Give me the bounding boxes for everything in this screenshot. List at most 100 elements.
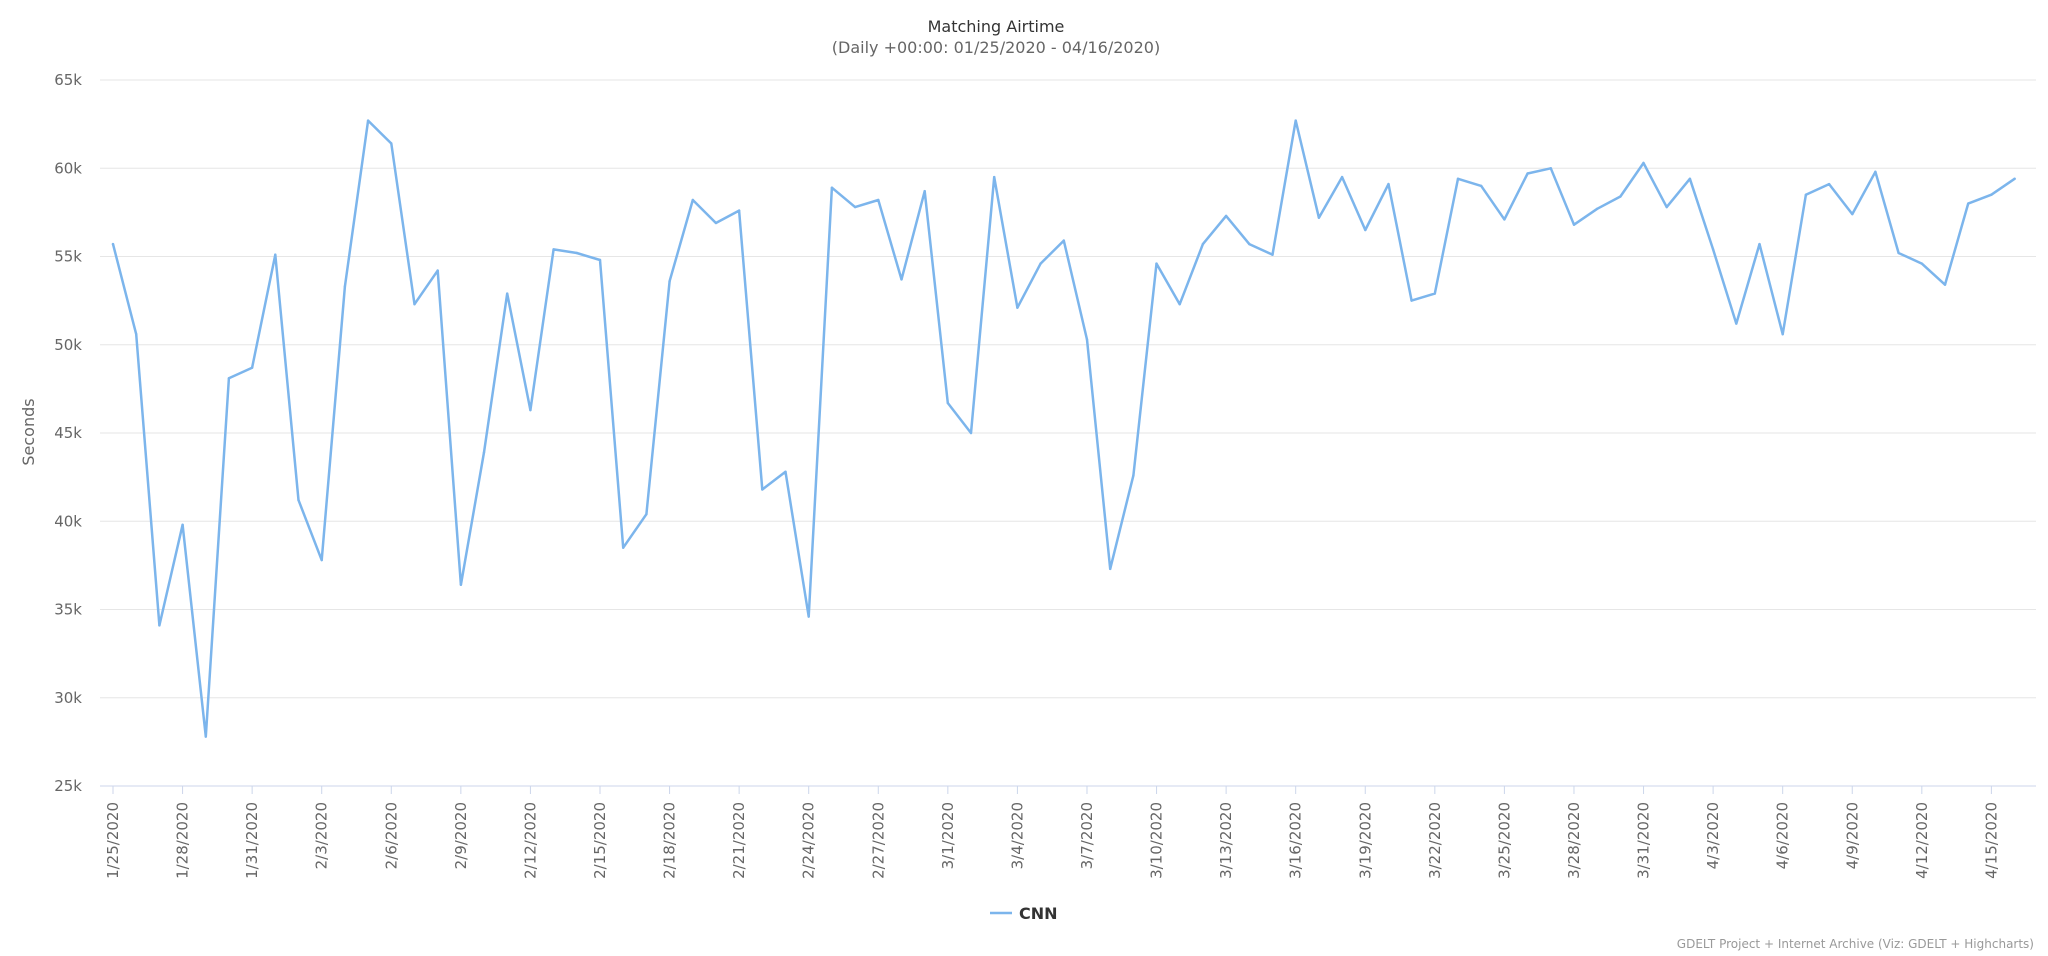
data-point[interactable] <box>668 280 671 283</box>
data-point[interactable] <box>1711 248 1715 251</box>
data-point[interactable] <box>1039 262 1042 265</box>
data-point[interactable] <box>1827 182 1831 186</box>
data-point[interactable] <box>1920 262 1924 265</box>
data-point[interactable] <box>390 142 393 145</box>
data-point[interactable] <box>1967 202 1970 205</box>
data-point[interactable] <box>366 119 370 122</box>
data-point[interactable] <box>343 285 347 288</box>
data-point[interactable] <box>1804 193 1808 196</box>
data-point[interactable] <box>761 488 764 491</box>
x-tick-label: 2/3/2020 <box>313 802 331 869</box>
data-point[interactable] <box>529 408 532 412</box>
data-point[interactable] <box>1503 218 1506 221</box>
data-point[interactable] <box>158 624 161 627</box>
x-tick-label: 2/9/2020 <box>452 802 470 869</box>
data-point[interactable] <box>482 451 486 454</box>
data-point[interactable] <box>204 735 207 738</box>
data-point[interactable] <box>135 333 138 336</box>
data-point[interactable] <box>575 251 578 255</box>
data-point[interactable] <box>2013 177 2016 180</box>
data-point[interactable] <box>622 546 625 549</box>
data-point[interactable] <box>436 269 439 272</box>
data-point[interactable] <box>1201 242 1205 246</box>
data-point[interactable] <box>900 278 903 281</box>
series-line-cnn[interactable] <box>111 119 2016 738</box>
x-tick-label: 1/31/2020 <box>243 802 261 879</box>
x-tick-label: 3/10/2020 <box>1148 802 1166 879</box>
data-point[interactable] <box>1155 262 1158 265</box>
data-point[interactable] <box>459 583 463 586</box>
data-point[interactable] <box>1642 161 1645 165</box>
x-tick-label: 1/25/2020 <box>104 802 122 879</box>
data-point[interactable] <box>1387 182 1390 186</box>
data-point[interactable] <box>853 205 857 209</box>
data-point[interactable] <box>807 615 810 618</box>
data-point[interactable] <box>1549 167 1553 170</box>
data-point[interactable] <box>993 175 996 179</box>
data-point[interactable] <box>1781 333 1784 336</box>
y-tick-label: 25k <box>54 777 82 795</box>
data-point[interactable] <box>320 558 323 562</box>
credits-link[interactable]: GDELT Project + Internet Archive (Viz: G… <box>1677 937 2034 951</box>
x-tick-label: 2/6/2020 <box>382 802 400 869</box>
data-point[interactable] <box>737 209 741 212</box>
data-point[interactable] <box>250 366 254 369</box>
data-point[interactable] <box>297 498 300 502</box>
data-point[interactable] <box>506 292 509 295</box>
y-tick-label: 30k <box>54 689 82 707</box>
data-point[interactable] <box>1271 253 1274 256</box>
data-point[interactable] <box>1758 242 1761 246</box>
data-point[interactable] <box>1317 216 1321 219</box>
data-point[interactable] <box>830 186 834 189</box>
data-point[interactable] <box>1178 303 1181 306</box>
data-point[interactable] <box>1665 205 1668 209</box>
data-point[interactable] <box>1596 207 1599 210</box>
x-tick-label: 4/9/2020 <box>1843 802 1861 869</box>
y-axis-tick-labels: 25k 30k 35k 40k 45k 50k 55k 60k 65k <box>54 71 82 795</box>
data-point[interactable] <box>181 523 184 526</box>
x-tick-label: 3/7/2020 <box>1078 802 1096 869</box>
data-point[interactable] <box>111 242 115 246</box>
data-point[interactable] <box>1085 338 1089 341</box>
y-gridlines <box>100 79 2036 699</box>
data-point[interactable] <box>1410 299 1413 302</box>
data-point[interactable] <box>1132 474 1135 477</box>
data-point[interactable] <box>1735 322 1738 325</box>
data-point[interactable] <box>1456 177 1460 180</box>
data-point[interactable] <box>552 248 555 251</box>
data-point[interactable] <box>1248 242 1251 246</box>
data-point[interactable] <box>598 258 602 262</box>
data-point[interactable] <box>1851 212 1854 216</box>
data-point[interactable] <box>1364 228 1367 232</box>
data-point[interactable] <box>923 190 926 193</box>
legend-item-cnn[interactable]: CNN <box>1019 904 1058 923</box>
data-point[interactable] <box>714 221 718 225</box>
x-tick-label: 3/1/2020 <box>939 802 957 869</box>
data-point[interactable] <box>1943 283 1947 286</box>
data-point[interactable] <box>1062 239 1066 242</box>
data-point[interactable] <box>227 377 231 380</box>
data-point[interactable] <box>1294 119 1297 122</box>
data-point[interactable] <box>784 470 787 473</box>
data-point[interactable] <box>1874 170 1877 173</box>
data-point[interactable] <box>1897 251 1900 255</box>
data-point[interactable] <box>1340 175 1344 179</box>
legend[interactable]: CNN <box>990 904 1058 923</box>
data-point[interactable] <box>1433 292 1437 295</box>
data-point[interactable] <box>1990 193 1993 196</box>
data-point[interactable] <box>645 513 648 516</box>
data-point[interactable] <box>877 198 880 202</box>
data-point[interactable] <box>1016 306 1019 309</box>
data-point[interactable] <box>274 253 277 256</box>
data-point[interactable] <box>946 401 949 405</box>
data-point[interactable] <box>691 198 694 202</box>
data-point[interactable] <box>1572 223 1576 226</box>
data-point[interactable] <box>1224 214 1228 218</box>
data-point[interactable] <box>1526 172 1529 175</box>
data-point[interactable] <box>1688 177 1692 180</box>
data-point[interactable] <box>413 303 416 306</box>
data-point[interactable] <box>1480 184 1483 188</box>
data-point[interactable] <box>1109 567 1112 571</box>
data-point[interactable] <box>1619 195 1622 198</box>
data-point[interactable] <box>969 431 973 435</box>
